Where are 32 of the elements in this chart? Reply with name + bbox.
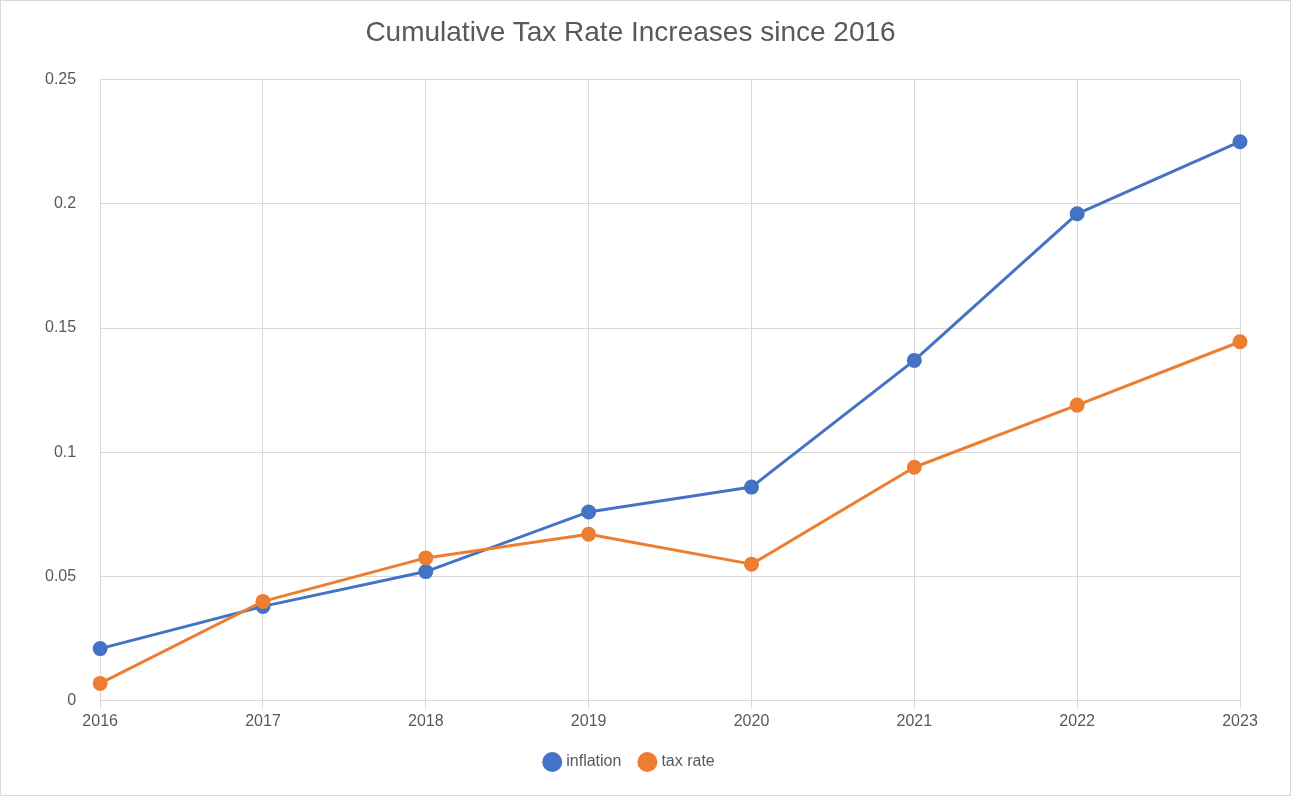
legend-label: tax rate: [661, 752, 715, 770]
x-tick-label: 2020: [733, 711, 770, 729]
y-tick-label: 0: [67, 691, 77, 709]
point: [255, 593, 271, 609]
point: [743, 479, 759, 495]
point: [1069, 397, 1085, 413]
point: [743, 556, 759, 572]
point: [581, 504, 597, 520]
point: [906, 459, 922, 475]
point: [1232, 134, 1248, 150]
point: [92, 675, 108, 691]
point: [906, 352, 922, 368]
y-tick-label: 0.15: [45, 318, 77, 336]
y-tick-label: 0.2: [53, 194, 77, 212]
legend-label: inflation: [566, 752, 622, 770]
point: [92, 641, 108, 657]
x-tick-label: 2023: [1222, 711, 1258, 729]
chart-title: Cumulative Tax Rate Increases since 2016: [365, 15, 896, 47]
point: [418, 550, 434, 566]
point: [418, 564, 434, 580]
point: [1069, 206, 1085, 222]
y-tick-label: 0.1: [53, 442, 77, 460]
point: [581, 526, 597, 542]
x-tick-label: 2017: [245, 711, 281, 729]
y-tick-label: 0.05: [45, 566, 77, 584]
x-tick-label: 2018: [408, 711, 444, 729]
x-tick-label: 2021: [896, 711, 933, 729]
y-tick-label: 0.25: [45, 70, 77, 88]
x-tick-label: 2016: [82, 711, 119, 729]
x-tick-label: 2022: [1059, 711, 1096, 729]
x-tick-label: 2019: [570, 711, 607, 729]
point: [1232, 334, 1248, 350]
